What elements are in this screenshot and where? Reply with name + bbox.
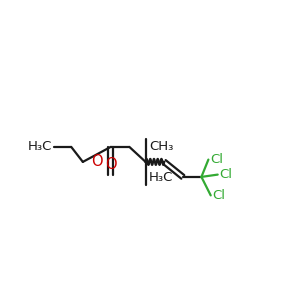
Text: Cl: Cl xyxy=(210,153,223,166)
Text: Cl: Cl xyxy=(220,168,232,181)
Text: O: O xyxy=(105,157,116,172)
Text: H₃C: H₃C xyxy=(28,140,52,153)
Text: O: O xyxy=(91,154,103,169)
Text: CH₃: CH₃ xyxy=(149,140,173,153)
Text: H₃C: H₃C xyxy=(149,171,173,184)
Text: Cl: Cl xyxy=(213,189,226,202)
